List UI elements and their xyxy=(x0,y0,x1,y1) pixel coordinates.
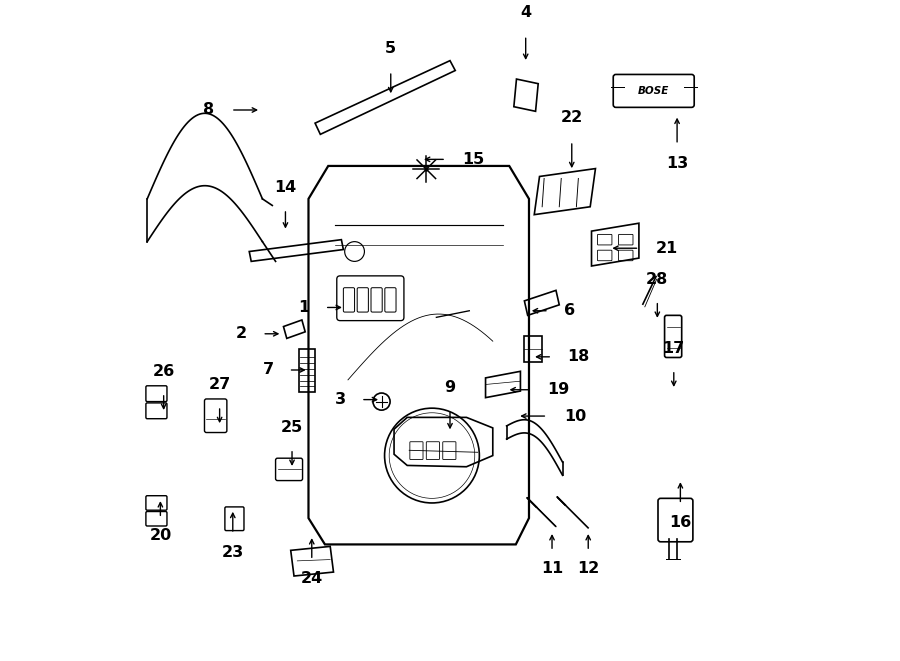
Text: 3: 3 xyxy=(335,392,346,407)
Text: 17: 17 xyxy=(662,341,685,356)
Text: 26: 26 xyxy=(152,364,175,379)
Text: 18: 18 xyxy=(567,349,590,364)
Text: 1: 1 xyxy=(299,300,310,315)
Text: 16: 16 xyxy=(670,515,691,530)
Text: 14: 14 xyxy=(274,180,297,194)
Text: 27: 27 xyxy=(209,377,230,392)
Text: 5: 5 xyxy=(385,41,396,56)
Text: 15: 15 xyxy=(462,152,484,167)
Text: 19: 19 xyxy=(547,382,570,397)
Text: 10: 10 xyxy=(564,408,586,424)
Text: 21: 21 xyxy=(656,241,679,256)
Text: 6: 6 xyxy=(564,303,575,318)
Text: 22: 22 xyxy=(561,110,583,126)
Text: 24: 24 xyxy=(301,571,323,586)
Text: 9: 9 xyxy=(445,380,455,395)
Text: 2: 2 xyxy=(236,327,248,341)
Text: 8: 8 xyxy=(203,102,214,118)
Text: BOSE: BOSE xyxy=(638,86,670,96)
Text: 28: 28 xyxy=(646,272,669,287)
Text: 23: 23 xyxy=(221,545,244,560)
Text: 11: 11 xyxy=(541,561,563,576)
Text: 7: 7 xyxy=(263,362,274,377)
Bar xyxy=(300,349,315,392)
Text: 12: 12 xyxy=(577,561,599,576)
Text: 4: 4 xyxy=(520,5,531,20)
Text: 13: 13 xyxy=(666,157,688,171)
Text: 20: 20 xyxy=(149,528,172,543)
Text: 25: 25 xyxy=(281,420,303,435)
